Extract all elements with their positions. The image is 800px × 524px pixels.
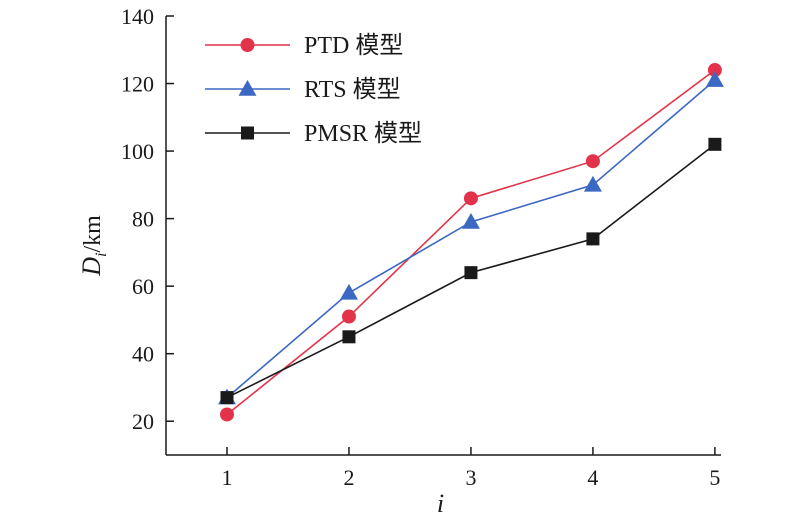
legend-marker xyxy=(240,38,255,52)
legend-label: RTS 模型 xyxy=(304,76,401,103)
legend-item: RTS 模型 xyxy=(205,76,401,103)
data-point xyxy=(342,330,356,344)
data-point xyxy=(461,212,480,229)
y-axis-title: Di/km xyxy=(77,215,110,277)
y-axis-title-main: D xyxy=(77,257,106,277)
x-tick-label: 1 xyxy=(221,465,232,490)
data-point xyxy=(463,191,478,206)
legend-marker xyxy=(241,126,254,140)
series-2 xyxy=(217,71,724,405)
axes xyxy=(165,16,721,456)
y-tick-label: 80 xyxy=(132,207,154,232)
data-point xyxy=(339,283,358,300)
legend-marker xyxy=(238,80,257,96)
x-tick-label: 2 xyxy=(343,465,354,490)
y-tick-label: 100 xyxy=(121,139,154,164)
series-line xyxy=(226,79,716,399)
data-point xyxy=(705,71,724,87)
legend: PTD 模型 RTS 模型 PMSR 模型 xyxy=(205,32,422,147)
y-ticks: 20 40 60 80 100 120 140 xyxy=(121,4,174,434)
y-tick-label: 40 xyxy=(132,342,154,367)
legend-label: PMSR 模型 xyxy=(304,120,422,147)
y-tick-label: 60 xyxy=(132,274,154,299)
legend-item: PTD 模型 xyxy=(205,32,403,59)
data-point xyxy=(708,137,722,151)
data-point xyxy=(219,407,234,422)
y-tick-label: 140 xyxy=(121,4,154,29)
data-point xyxy=(583,175,602,192)
y-axis-title-subscript: i xyxy=(93,253,110,257)
x-axis-title: i xyxy=(437,489,444,518)
y-tick-label: 20 xyxy=(132,409,154,434)
data-point xyxy=(220,391,234,405)
x-tick-label: 4 xyxy=(587,465,598,490)
data-point xyxy=(585,154,600,169)
data-point xyxy=(341,309,356,324)
series-3 xyxy=(220,137,722,405)
series-line xyxy=(226,69,716,416)
series-1 xyxy=(219,63,722,422)
x-tick-label: 5 xyxy=(709,465,720,490)
data-point xyxy=(464,266,478,280)
legend-label: PTD 模型 xyxy=(304,32,403,59)
data-point xyxy=(707,63,722,78)
x-ticks: 1 2 3 4 5 xyxy=(221,447,720,490)
x-tick-label: 3 xyxy=(465,465,476,490)
data-point xyxy=(586,232,600,246)
y-tick-label: 120 xyxy=(121,72,154,97)
series xyxy=(217,63,724,422)
legend-item: PMSR 模型 xyxy=(205,120,422,147)
y-axis-title-unit: /km xyxy=(80,215,106,253)
